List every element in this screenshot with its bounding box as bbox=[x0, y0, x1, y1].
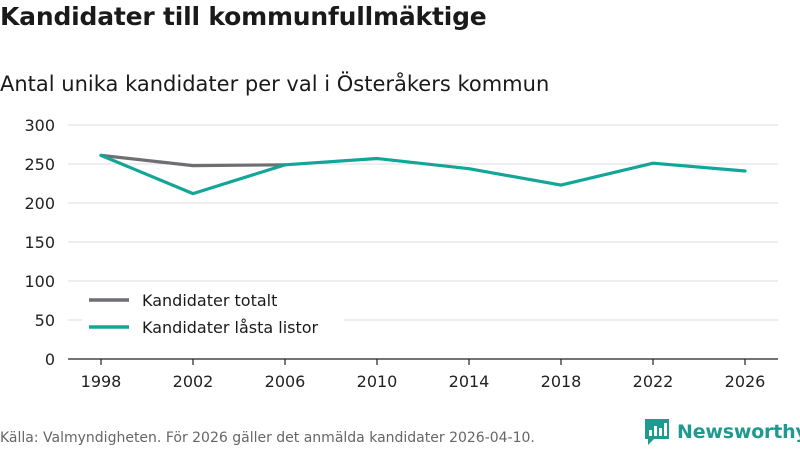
y-tick-label-0: 0 bbox=[45, 350, 55, 369]
y-tick-label-150: 150 bbox=[24, 233, 55, 252]
x-tick-label-2022: 2022 bbox=[633, 372, 674, 391]
x-tick-label-2026: 2026 bbox=[725, 372, 766, 391]
y-tick-label-100: 100 bbox=[24, 272, 55, 291]
brand-name: Newsworthy bbox=[677, 421, 800, 443]
chart-subtitle: Antal unika kandidater per val i Österåk… bbox=[0, 72, 550, 96]
y-tick-label-200: 200 bbox=[24, 194, 55, 213]
x-tick-label-2002: 2002 bbox=[173, 372, 214, 391]
newsworthy-logo: Newsworthy bbox=[644, 418, 800, 446]
y-tick-label-300: 300 bbox=[24, 116, 55, 135]
x-tick-label-2018: 2018 bbox=[541, 372, 582, 391]
y-tick-label-50: 50 bbox=[35, 311, 55, 330]
source-note: Källa: Valmyndigheten. För 2026 gäller d… bbox=[0, 430, 535, 446]
y-tick-label-250: 250 bbox=[24, 155, 55, 174]
newsworthy-icon bbox=[645, 419, 669, 445]
chart-title: Kandidater till kommunfullmäktige bbox=[0, 2, 487, 31]
series-kandidater-totalt-line bbox=[99, 153, 287, 168]
legend-label-series-kandidater-totalt: Kandidater totalt bbox=[142, 291, 277, 310]
x-tick-label-2010: 2010 bbox=[357, 372, 398, 391]
x-tick-label-2006: 2006 bbox=[265, 372, 306, 391]
x-tick-label-2014: 2014 bbox=[449, 372, 490, 391]
legend-background bbox=[82, 286, 344, 344]
series-kandidater-lasta-listor-line bbox=[99, 153, 747, 196]
legend-label-series-kandidater-lasta-listor: Kandidater låsta listor bbox=[142, 318, 319, 337]
line-chart: 0 50 100 150 200 250 300 1998 2002 2006 2010 2014 20… bbox=[24, 116, 778, 391]
x-tick-label-1998: 1998 bbox=[81, 372, 122, 391]
